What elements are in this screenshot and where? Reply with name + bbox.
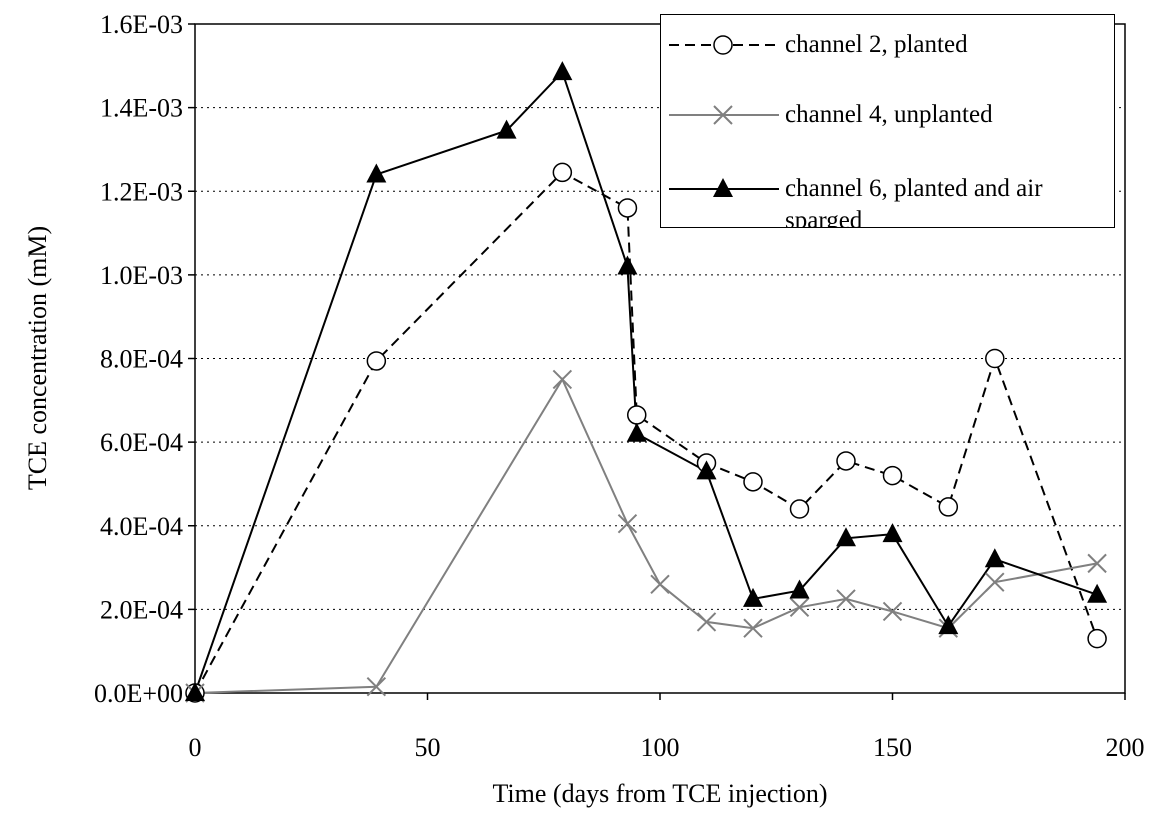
- marker: [985, 572, 1005, 592]
- legend-swatch: [669, 178, 779, 197]
- y-tick-label: 2.0E-04: [100, 595, 183, 624]
- marker: [366, 351, 387, 371]
- marker: [743, 587, 763, 607]
- marker: [743, 472, 763, 492]
- legend-label: channel 4, unplanted: [785, 101, 993, 128]
- marker: [1087, 553, 1107, 574]
- x-tick-label: 50: [415, 733, 441, 762]
- legend-label: channel 6, planted and air sparged: [785, 175, 1043, 228]
- marker: [552, 61, 573, 81]
- marker: [789, 597, 810, 617]
- legend-swatch: [669, 35, 779, 55]
- marker: [836, 589, 856, 609]
- marker: [1087, 628, 1107, 649]
- y-tick-label: 0.0E+00: [94, 679, 183, 708]
- marker: [366, 163, 387, 183]
- marker: [552, 162, 573, 183]
- x-tick-label: 200: [1106, 733, 1145, 762]
- marker: [836, 527, 856, 547]
- marker: [713, 178, 733, 197]
- marker: [617, 513, 638, 534]
- marker: [617, 255, 638, 275]
- marker: [627, 405, 647, 425]
- legend-swatch: [669, 105, 779, 125]
- marker: [984, 548, 1005, 568]
- y-tick-label: 1.0E-03: [100, 261, 183, 290]
- marker: [366, 677, 387, 697]
- marker: [696, 612, 717, 632]
- x-tick-label: 100: [641, 733, 680, 762]
- y-tick-label: 4.0E-04: [100, 512, 183, 541]
- y-tick-label: 6.0E-04: [100, 428, 183, 457]
- marker: [713, 105, 733, 125]
- marker: [882, 601, 903, 622]
- x-axis-title: Time (days from TCE injection): [492, 779, 827, 808]
- y-tick-label: 1.4E-03: [100, 94, 183, 123]
- x-tick-label: 0: [189, 733, 202, 762]
- marker: [496, 119, 517, 139]
- marker: [789, 499, 810, 519]
- marker: [626, 422, 647, 442]
- marker: [552, 369, 573, 390]
- marker: [617, 198, 638, 218]
- series-line: [194, 70, 1098, 694]
- marker: [696, 460, 717, 480]
- marker: [882, 465, 903, 486]
- y-axis-title: TCE concentration (mM): [23, 226, 52, 490]
- marker: [713, 35, 733, 55]
- y-tick-label: 1.6E-03: [100, 10, 183, 39]
- legend: channel 2, planted channel 4, unplanted ch…: [660, 14, 1115, 228]
- legend-label: channel 2, planted: [785, 31, 968, 58]
- marker: [836, 451, 856, 471]
- y-tick-label: 8.0E-04: [100, 345, 183, 374]
- marker: [185, 682, 205, 701]
- marker: [1087, 583, 1108, 603]
- marker: [938, 497, 959, 517]
- marker: [985, 348, 1005, 369]
- marker: [938, 615, 959, 635]
- marker: [789, 579, 810, 599]
- marker: [650, 574, 670, 594]
- x-tick-label: 150: [873, 733, 912, 762]
- marker: [743, 618, 763, 638]
- marker: [882, 523, 903, 543]
- y-tick-label: 1.2E-03: [100, 177, 183, 206]
- series-line: [194, 377, 1098, 694]
